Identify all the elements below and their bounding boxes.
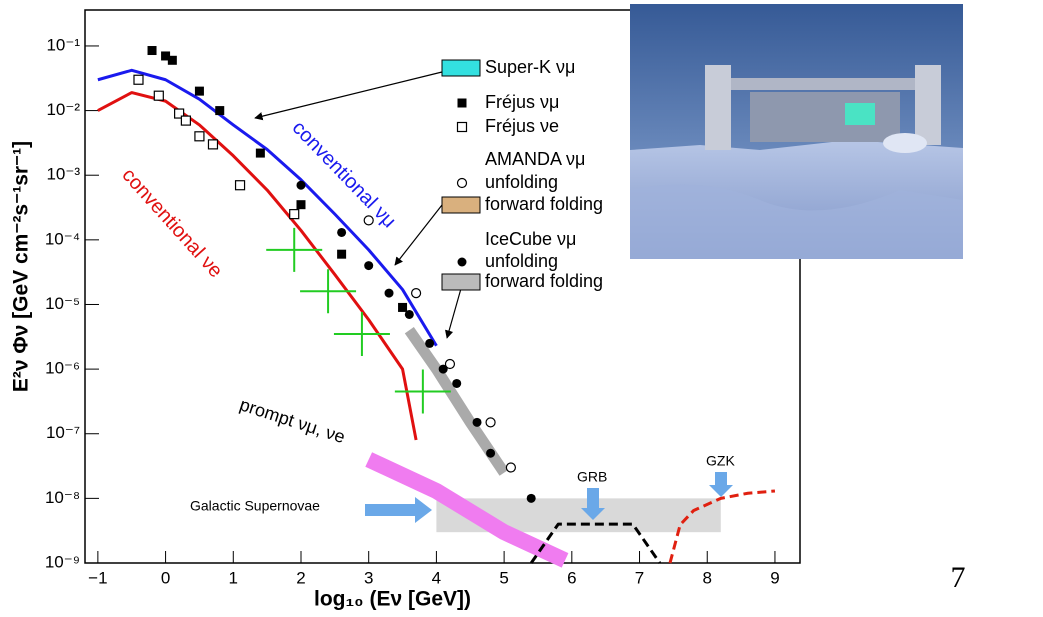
x-axis-label: log₁₀ (Eν [GeV]) [314, 588, 471, 611]
legend-label: unfolding [485, 172, 558, 192]
y-tick-label: 10⁻⁵ [45, 294, 80, 313]
point [527, 494, 536, 503]
annotation: conventional νe [117, 164, 226, 282]
point [208, 140, 217, 149]
point [337, 228, 346, 237]
y-tick-label: 10⁻⁶ [45, 359, 80, 378]
y-tick-label: 10⁻⁸ [45, 488, 80, 507]
point [195, 87, 204, 96]
point [506, 463, 515, 472]
legend-marker [442, 60, 480, 76]
point [154, 91, 163, 100]
y-tick-label: 10⁻⁴ [45, 229, 80, 248]
x-tick-label: 4 [432, 568, 441, 587]
x-tick-label: 6 [567, 568, 576, 587]
x-tick-label: 8 [703, 568, 712, 587]
x-tick-label: 2 [296, 568, 305, 587]
point [452, 379, 461, 388]
point [300, 269, 356, 313]
point [296, 200, 305, 209]
y-axis-label: E²ν Φν [GeV cm⁻²s⁻¹sr⁻¹] [10, 141, 33, 392]
x-tick-label: 5 [499, 568, 508, 587]
x-tick-label: −1 [88, 568, 107, 587]
legend-label: AMANDA νμ [485, 149, 585, 169]
y-tick-label: 10⁻² [46, 100, 80, 119]
point [296, 181, 305, 190]
point [236, 181, 245, 190]
annotation: conventional νμ [288, 117, 401, 233]
point [195, 132, 204, 141]
legend-marker [442, 274, 480, 290]
point [473, 418, 482, 427]
point [385, 289, 394, 298]
x-tick-label: 0 [161, 568, 170, 587]
point [412, 289, 421, 298]
chart: −1 0 1 2 3 4 5 6 7 8 9 10⁻⁹ 10⁻⁸ 10⁻⁷ 10⁻⁶ 10⁻⁵ 10⁻⁴ 10⁻³… [0, 0, 1043, 617]
point [425, 339, 434, 348]
point [148, 46, 157, 55]
x-tick-label: 3 [364, 568, 373, 587]
legend-label: forward folding [485, 194, 603, 214]
x-tick-label: 7 [635, 568, 644, 587]
point [337, 250, 346, 259]
point [486, 418, 495, 427]
y-tick-label: 10⁻¹ [46, 35, 80, 54]
legend-marker [458, 123, 467, 132]
y-tick-label: 10⁻⁷ [46, 423, 80, 442]
annotation: prompt νμ, νe [237, 394, 347, 447]
legend-label: unfolding [485, 251, 558, 271]
point [398, 303, 407, 312]
point [405, 310, 414, 319]
x-tick-label: 9 [770, 568, 779, 587]
legend-label: Fréjus νe [485, 116, 559, 136]
point [181, 116, 190, 125]
point [364, 261, 373, 270]
y-tick-label: 10⁻³ [46, 165, 80, 184]
annotation: GRB [577, 469, 607, 485]
point [168, 56, 177, 65]
annotation: GZK [706, 453, 735, 469]
legend-marker [458, 179, 467, 188]
point [215, 106, 224, 115]
point [486, 449, 495, 458]
legend-label: Super-K νμ [485, 57, 575, 77]
point [134, 75, 143, 84]
legend-label: IceCube νμ [485, 229, 576, 249]
point [266, 228, 322, 272]
legend-label: forward folding [485, 271, 603, 291]
y-tick-label: 10⁻⁹ [45, 552, 80, 571]
point [290, 210, 299, 219]
legend-marker [458, 99, 467, 108]
point [439, 365, 448, 374]
legend-marker [458, 258, 467, 267]
x-tick-label: 1 [229, 568, 238, 587]
annotation: Galactic Supernovae [190, 498, 320, 514]
photo [630, 4, 963, 259]
point [256, 149, 265, 158]
page-number: 7 [951, 561, 966, 594]
legend-label: Fréjus νμ [485, 92, 559, 112]
point [334, 312, 390, 356]
legend-marker [442, 197, 480, 213]
slide: −1 0 1 2 3 4 5 6 7 8 9 10⁻⁹ 10⁻⁸ 10⁻⁷ 10⁻⁶ 10⁻⁵ 10⁻⁴ 10⁻³… [0, 0, 1043, 617]
